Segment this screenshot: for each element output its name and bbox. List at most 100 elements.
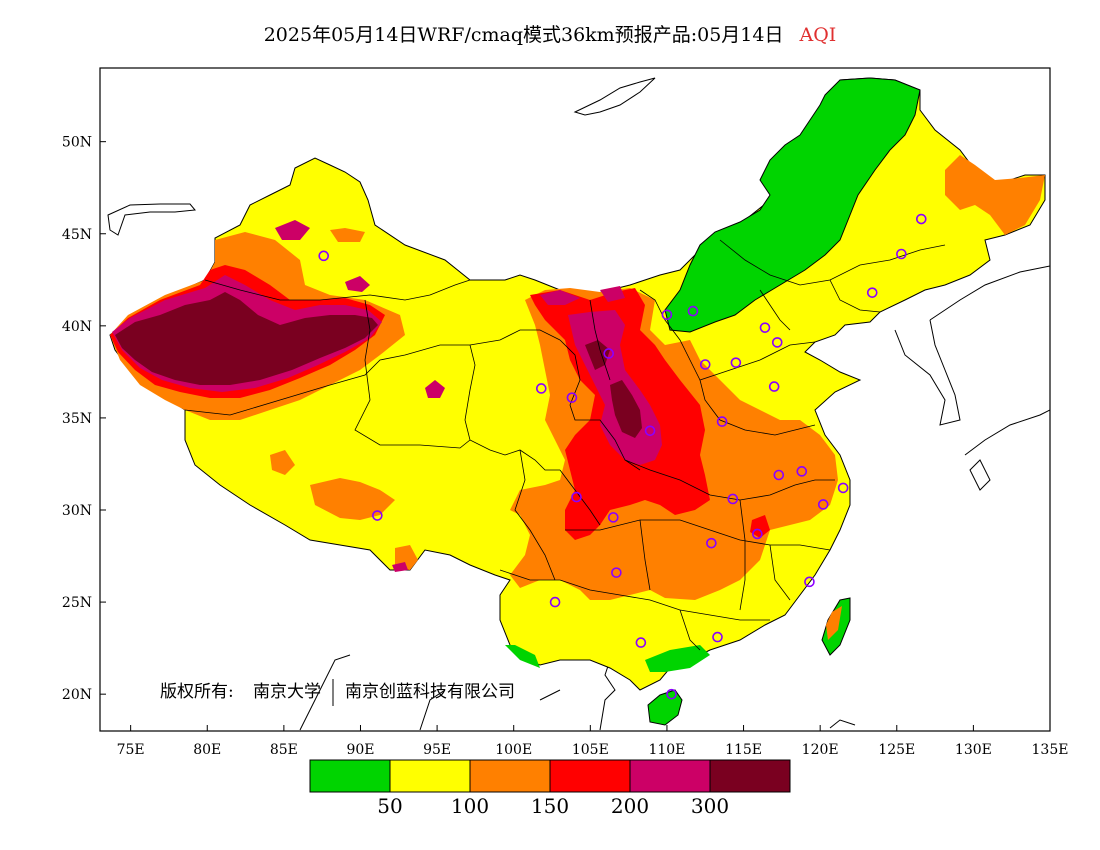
city-station-marker [644,425,656,437]
lon-tick-label: 95E [423,742,451,758]
lon-tick-label: 100E [495,742,532,758]
city-station-marker [687,305,699,317]
lat-tick-label: 35N [62,411,92,427]
city-station-marker [727,493,739,505]
city-station-marker [549,596,561,608]
city-station-marker [752,528,763,540]
legend-swatch [709,759,791,793]
city-station-marker [716,416,728,427]
aqi-zone-sensitive [270,450,295,475]
map-frame [99,67,1051,732]
variable-label: AQI [799,24,837,46]
aqi-zone-very-unhealthy [425,380,445,398]
copyright-block: 版权所有: 南京大学 南京创蓝科技有限公司 [160,679,515,706]
outside-border-line [829,719,856,729]
copyright-org1: 南京大学 [253,682,321,702]
copyright-org2: 南京创蓝科技有限公司 [345,682,515,702]
aqi-zone-hazardous [610,380,642,438]
city-station-marker [706,537,717,549]
aqi-zone-very-unhealthy [540,290,580,305]
lon-tick-label: 115E [725,742,762,758]
station-markers [318,213,927,700]
city-station-marker [666,688,677,700]
aqi-zone-very-unhealthy [345,276,370,292]
city-station-marker [796,466,808,477]
outside-border-line [964,409,1050,491]
lat-tick-label: 45N [62,227,92,243]
lon-tick-label: 80E [193,742,221,758]
city-station-marker [318,250,330,262]
aqi-zone-good [505,645,540,668]
lat-tick-label: 40N [62,319,92,335]
city-station-marker [372,510,383,521]
aqi-zone-sensitive [826,606,842,640]
lon-tick-label: 125E [878,742,915,758]
outside-border-line [894,319,961,426]
outside-border-line [929,265,1050,321]
legend-swatch [389,759,471,793]
city-station-marker [804,576,815,588]
lon-tick-label: 85E [270,742,298,758]
city-station-marker [759,322,771,333]
city-station-marker [661,309,673,321]
legend-swatch [309,759,391,793]
city-station-marker [837,482,849,494]
aqi-zone-hazardous [115,292,378,385]
city-station-marker [896,248,907,260]
lon-tick-label: 135E [1032,742,1069,758]
city-station-marker [699,359,711,370]
city-station-marker [635,637,647,648]
legend-swatch [629,759,711,793]
city-station-marker [603,348,615,359]
aqi-zone-unhealthy [750,515,770,538]
lat-tick-label: 30N [62,503,92,519]
city-station-marker [866,287,878,298]
legend-swatch [469,759,551,793]
aqi-zone-very-unhealthy [600,286,625,302]
city-station-marker [712,631,723,643]
lon-tick-label: 90E [346,742,374,758]
aqi-zone-sensitive [330,228,365,242]
legend-threshold-label: 100 [451,794,489,818]
aqi-zone-sensitive [310,478,395,520]
aqi-color-legend: 50 100 150 200 300 [309,759,791,818]
city-station-marker [608,512,619,523]
lon-tick-label: 130E [955,742,992,758]
figure-title: 2025年05月14日WRF/cmaq模式36km预报产品:05月14日 AQI [0,20,1100,47]
copyright-prefix: 版权所有: [160,682,234,702]
outside-border-line [573,77,656,116]
legend-threshold-label: 50 [377,794,402,818]
longitude-axis: 75E 80E 85E 90E 95E 100E 105E 110E 115E 120E 125E 1… [117,725,1069,758]
city-station-marker [768,381,780,392]
city-station-marker [915,213,927,225]
outside-border-line [107,203,196,236]
lat-tick-label: 50N [62,135,92,151]
legend-threshold-label: 200 [611,794,649,818]
lon-tick-label: 75E [117,742,145,758]
city-station-marker [566,392,578,403]
city-station-marker [611,567,622,578]
legend-swatch [549,759,631,793]
lat-tick-label: 25N [62,595,92,611]
lat-tick-label: 20N [62,687,92,703]
outside-border-line [299,654,616,731]
city-station-marker [730,357,742,368]
city-station-marker [571,491,582,503]
city-station-marker [771,337,783,348]
title-text: 2025年05月14日WRF/cmaq模式36km预报产品:05月14日 [263,24,784,46]
aqi-zone-good [664,77,921,333]
legend-threshold-label: 150 [531,794,569,818]
map-layers [107,77,1050,731]
legend-threshold-label: 300 [691,794,729,818]
lon-tick-label: 105E [572,742,609,758]
latitude-axis: 20N 25N 30N 35N 40N 45N 50N [62,135,106,703]
lon-tick-label: 120E [802,742,839,758]
city-station-marker [817,499,829,510]
aqi-zone-very-unhealthy [275,220,310,240]
city-station-marker [773,469,785,481]
province-borders [184,239,946,651]
aqi-zone-very-unhealthy [392,562,408,572]
lon-tick-label: 110E [648,742,685,758]
